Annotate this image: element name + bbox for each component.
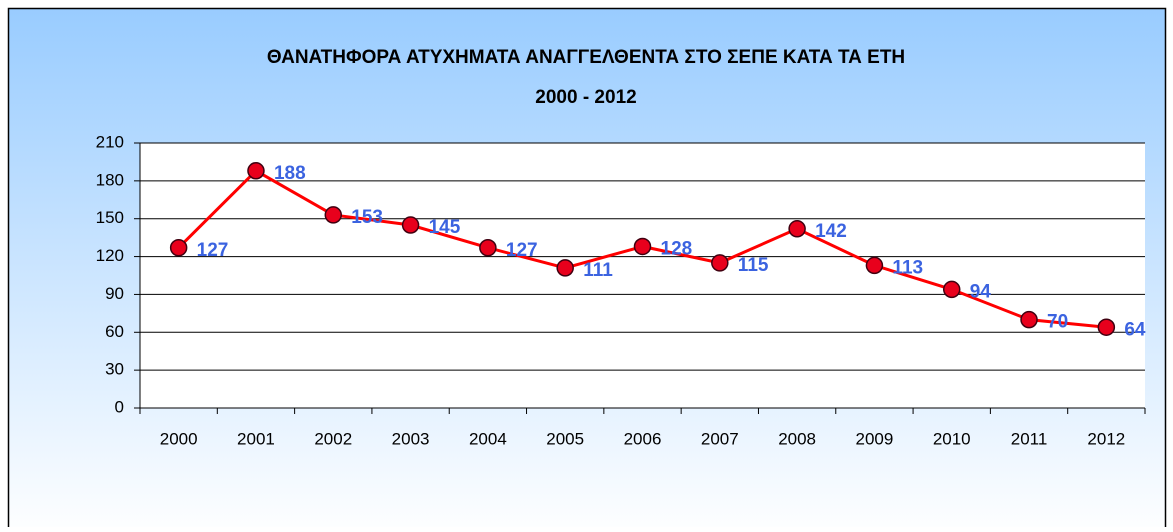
x-tick-label: 2012	[1087, 429, 1125, 448]
chart-subtitle: 2000 - 2012	[535, 87, 636, 108]
x-tick-label: 2006	[624, 429, 662, 448]
y-tick-label: 210	[96, 132, 124, 151]
point-marker	[479, 238, 497, 257]
data-label: 145	[429, 217, 461, 238]
point-marker	[556, 259, 574, 277]
x-tick-label: 2005	[546, 429, 584, 448]
x-tick-label: 2009	[856, 429, 894, 448]
data-label: 127	[506, 240, 538, 261]
x-tick-label: 2007	[701, 429, 739, 448]
plot-area	[140, 143, 1145, 408]
point-marker	[711, 254, 729, 272]
data-label: 128	[661, 238, 693, 259]
y-tick-label: 60	[105, 322, 124, 341]
data-label: 142	[815, 221, 847, 242]
x-tick-label: 2000	[160, 429, 198, 448]
chart-title: ΘΑΝΑΤΗΦΟΡΑ ΑΤΥΧΗΜΑΤΑ ΑΝΑΓΓΕΛΘΕΝΤΑ ΣΤΟ ΣΕ…	[267, 47, 905, 68]
y-tick-label: 150	[96, 208, 124, 227]
point-marker	[169, 238, 188, 257]
data-label: 94	[970, 281, 992, 302]
y-tick-label: 90	[105, 284, 124, 303]
data-label: 188	[274, 163, 306, 184]
point-marker	[247, 162, 265, 180]
data-label: 115	[738, 255, 769, 276]
data-label: 64	[1124, 319, 1146, 340]
point-marker	[865, 256, 884, 275]
x-tick-label: 2001	[237, 429, 275, 448]
data-label: 70	[1047, 312, 1068, 333]
x-tick-label: 2010	[933, 429, 971, 448]
y-tick-label: 120	[96, 246, 124, 265]
point-marker	[1097, 318, 1116, 336]
x-tick-label: 2011	[1011, 429, 1048, 448]
point-marker	[401, 216, 420, 234]
data-label: 127	[197, 240, 229, 261]
x-tick-label: 2008	[778, 429, 816, 448]
point-marker	[788, 220, 806, 238]
data-label: 153	[351, 207, 383, 228]
y-tick-label: 180	[96, 170, 124, 189]
point-marker	[324, 206, 343, 224]
x-tick-label: 2002	[314, 429, 352, 448]
x-tick-label: 2003	[392, 429, 430, 448]
data-label: 113	[892, 257, 923, 278]
point-marker	[942, 280, 961, 299]
point-marker	[633, 237, 652, 256]
y-tick-label: 30	[105, 360, 124, 379]
x-tick-label: 2004	[469, 429, 507, 448]
point-marker	[1020, 310, 1038, 329]
data-label: 111	[583, 260, 613, 281]
y-tick-label: 0	[115, 397, 124, 416]
